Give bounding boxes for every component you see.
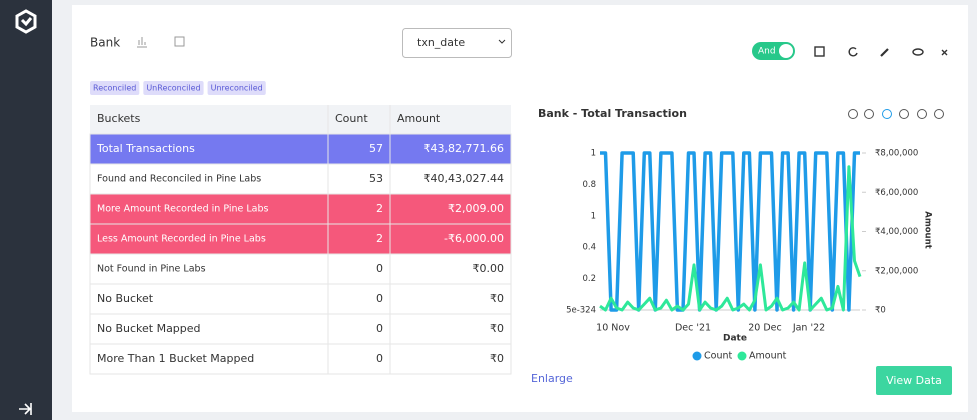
toolbar-icon[interactable] [882, 109, 892, 119]
table-cell: 2 [376, 202, 383, 215]
table-cell: Not Found in Pine Labs [97, 264, 206, 275]
enlarge-link[interactable]: Enlarge [531, 372, 573, 385]
check-icon[interactable] [814, 46, 825, 57]
x-tick-label: 10 Nov [596, 323, 630, 334]
y2-axis-label: Amount [923, 211, 933, 248]
y-tick-label: 0.4 [582, 243, 596, 253]
series-line [600, 151, 860, 312]
table-cell: ₹0 [490, 352, 504, 365]
table-cell: ₹0 [490, 292, 504, 305]
legend-marker [692, 351, 702, 361]
table-cell: ₹2,009.00 [448, 202, 504, 215]
series-line [599, 165, 862, 312]
toolbar-icon[interactable] [917, 109, 927, 119]
table-row [89, 193, 512, 225]
chart-icon[interactable] [137, 37, 147, 48]
table-cell: 0 [376, 262, 383, 275]
view-data-label: View Data [886, 374, 942, 387]
tag [90, 81, 140, 95]
table-cell: 53 [369, 172, 383, 185]
close-icon[interactable] [941, 49, 948, 56]
table-header-cell: Buckets [97, 112, 141, 125]
table-cell: More Than 1 Bucket Mapped [97, 352, 254, 365]
toolbar-icon[interactable] [899, 109, 909, 119]
tag [207, 81, 266, 95]
table-row [89, 133, 512, 165]
y2-tick-label: ₹8,00,000 [875, 149, 918, 159]
table-cell: Total Transactions [96, 142, 195, 155]
table-row [89, 223, 512, 255]
select-value: txn_date [417, 36, 465, 49]
y-tick-label: 1 [591, 149, 596, 159]
y-tick-label: 1 [591, 211, 596, 221]
table-cell: No Bucket Mapped [97, 322, 201, 335]
y-tick-label: 5e-324 [566, 306, 596, 316]
view-data-button[interactable] [876, 366, 952, 395]
table-cell: ₹40,43,027.44 [424, 172, 504, 185]
tag-label: Unreconciled [211, 84, 263, 93]
legend-label: Amount [749, 351, 787, 362]
tag [143, 81, 204, 95]
logo[interactable] [15, 9, 37, 34]
table-row [89, 253, 512, 285]
table-cell: -₹6,000.00 [444, 232, 504, 245]
edit-icon[interactable] [880, 48, 889, 57]
toolbar-icon[interactable] [934, 109, 944, 119]
tag-label: Reconciled [93, 84, 136, 93]
table-cell: ₹43,82,771.66 [424, 142, 504, 155]
legend-marker [737, 351, 747, 361]
y2-tick-label: ₹4,00,000 [875, 227, 918, 237]
y2-tick-label: ₹2,00,000 [875, 266, 918, 276]
table-cell: No Bucket [97, 292, 154, 305]
select-arrow [498, 39, 506, 44]
title: Bank [90, 36, 120, 50]
table-cell: Found and Reconciled in Pine Labs [97, 174, 261, 185]
x-tick-label: Dec '21 [675, 323, 711, 334]
toggle-label: And [758, 47, 776, 57]
legend-label: Count [704, 351, 732, 362]
table-row [89, 283, 512, 315]
table-icon[interactable] [174, 36, 185, 47]
table-cell: 0 [376, 352, 383, 365]
view-icon[interactable] [912, 48, 924, 56]
table-cell: ₹0.00 [473, 262, 505, 275]
table-cell: More Amount Recorded in Pine Labs [97, 204, 269, 215]
table-header-cell: Amount [397, 112, 441, 125]
chart-title: Bank - Total Transaction [538, 107, 687, 120]
table-row [89, 313, 512, 345]
y2-tick-label: ₹0 [875, 306, 886, 316]
toggle-knob [779, 44, 793, 58]
tag-label: UnReconciled [146, 84, 200, 93]
table-cell: 0 [376, 322, 383, 335]
table-cell: 0 [376, 292, 383, 305]
toolbar-icon[interactable] [864, 109, 874, 119]
table-cell: ₹0 [490, 322, 504, 335]
table-row [89, 163, 512, 195]
table-row [89, 343, 512, 375]
table-cell: 2 [376, 232, 383, 245]
x-tick-label: Jan '22 [792, 323, 825, 334]
x-axis-label: Date [723, 334, 747, 344]
select[interactable] [402, 28, 512, 58]
x-tick-label: 20 Dec [748, 323, 782, 334]
y2-tick-label: ₹6,00,000 [875, 188, 918, 198]
table-header [90, 105, 511, 134]
y-tick-label: 0.2 [582, 274, 596, 284]
table-cell: 57 [369, 142, 383, 155]
table-header-cell: Count [335, 112, 368, 125]
expand-icon[interactable] [19, 403, 32, 415]
sidebar [0, 0, 52, 420]
refresh-icon[interactable] [848, 47, 858, 57]
y-tick-label: 0.8 [582, 180, 596, 190]
table-cell: Less Amount Recorded in Pine Labs [97, 234, 266, 245]
toolbar-icon[interactable] [848, 109, 858, 119]
